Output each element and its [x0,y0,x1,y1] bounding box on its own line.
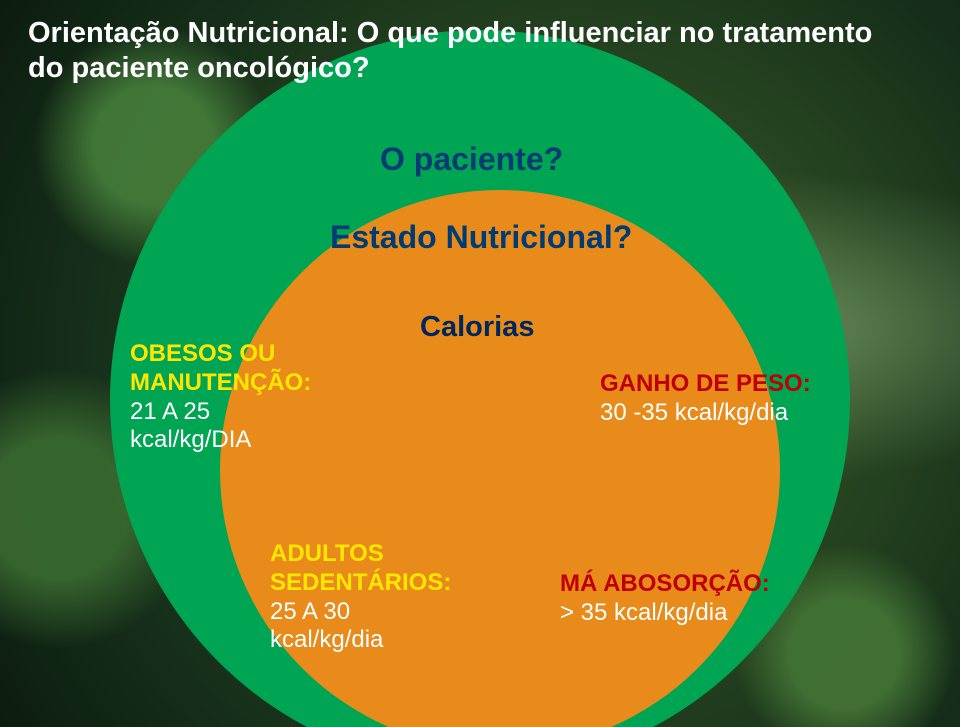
group-obesos-value-2: kcal/kg/DIA [130,426,311,455]
calories-heading: Calorias [420,310,534,345]
group-ma-absorcao-label: MÁ ABOSORÇÃO: [560,570,770,599]
group-ganho-label: GANHO DE PESO: [600,370,811,399]
subheading-estado: Estado Nutricional? [330,218,632,256]
group-adultos: ADULTOS SEDENTÁRIOS: 25 A 30 kcal/kg/dia [270,540,451,655]
slide-title: Orientação Nutricional: O que pode influ… [28,16,908,86]
group-obesos-value-1: 21 A 25 [130,398,311,427]
group-obesos-label-2: MANUTENÇÃO: [130,369,311,398]
group-adultos-value-2: kcal/kg/dia [270,626,451,655]
group-ma-absorcao-value: > 35 kcal/kg/dia [560,599,770,628]
group-adultos-label-2: SEDENTÁRIOS: [270,569,451,598]
group-obesos: OBESOS OU MANUTENÇÃO: 21 A 25 kcal/kg/DI… [130,340,311,455]
slide-stage: Orientação Nutricional: O que pode influ… [0,0,960,727]
group-ma-absorcao: MÁ ABOSORÇÃO: > 35 kcal/kg/dia [560,570,770,628]
group-ganho-value: 30 -35 kcal/kg/dia [600,399,811,428]
group-obesos-label-1: OBESOS OU [130,340,311,369]
group-adultos-value-1: 25 A 30 [270,598,451,627]
group-ganho: GANHO DE PESO: 30 -35 kcal/kg/dia [600,370,811,428]
subheading-paciente: O paciente? [380,140,563,178]
group-adultos-label-1: ADULTOS [270,540,451,569]
